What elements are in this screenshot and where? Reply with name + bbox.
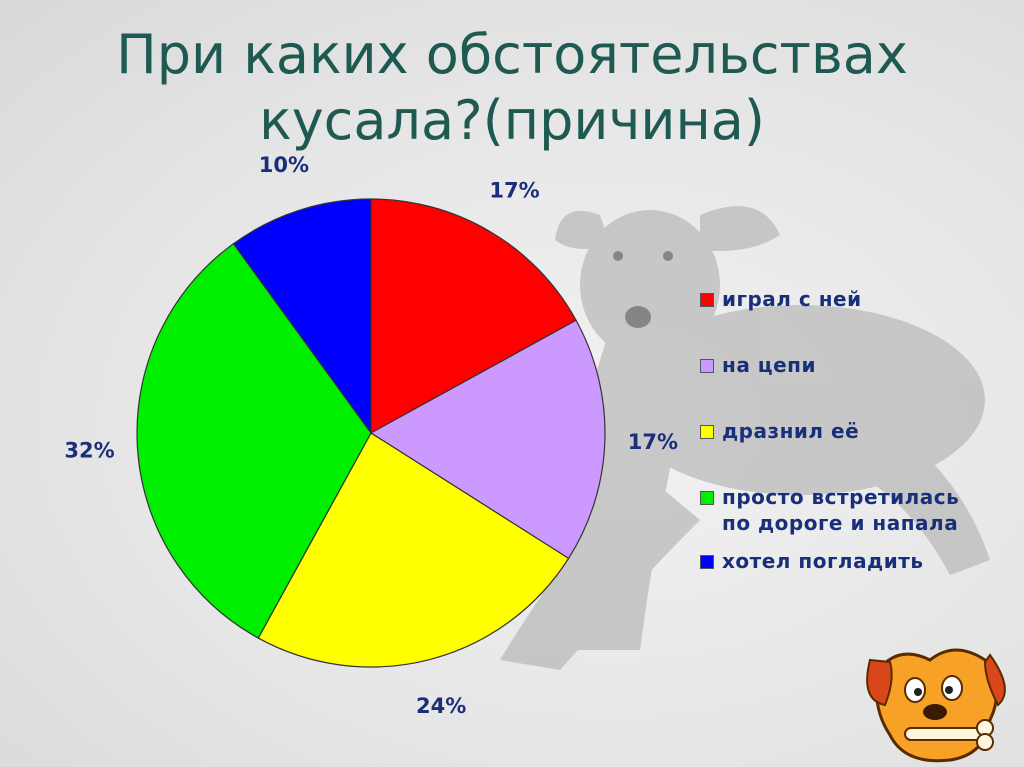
legend-label-1: играл с ней bbox=[722, 287, 862, 311]
cartoon-dog-logo bbox=[866, 648, 1006, 763]
legend-label-2: на цепи bbox=[722, 353, 816, 377]
pie-slice-5 bbox=[232, 198, 372, 435]
pie-label-3: 24% bbox=[416, 694, 466, 718]
pie-slice-3 bbox=[257, 432, 570, 668]
pie-slice-2 bbox=[369, 319, 606, 560]
legend-item-2: на цепи bbox=[700, 352, 816, 378]
legend-swatch-5 bbox=[700, 555, 714, 569]
legend-swatch-1 bbox=[700, 293, 714, 307]
legend-swatch-2 bbox=[700, 359, 714, 373]
pie-label-1: 17% bbox=[489, 178, 539, 202]
legend-item-3: дразнил её bbox=[700, 418, 859, 444]
legend-label-4: просто встретилась по дороге и напала bbox=[722, 485, 960, 535]
legend-label-5: хотел погладить bbox=[722, 549, 924, 573]
pie-label-2: 17% bbox=[628, 430, 678, 454]
legend-item-5: хотел погладить bbox=[700, 548, 923, 574]
legend-item-4: просто встретилась по дороге и напала bbox=[700, 484, 959, 536]
legend-swatch-4 bbox=[700, 491, 714, 505]
slide-title: При каких обстоятельствах кусала?(причин… bbox=[0, 22, 1024, 154]
title-line-2: кусала?(причина) bbox=[259, 89, 765, 152]
title-line-1: При каких обстоятельствах bbox=[116, 23, 908, 86]
legend-label-3: дразнил её bbox=[722, 419, 860, 443]
legend-item-1: играл с ней bbox=[700, 286, 862, 312]
pie-slice-4 bbox=[136, 242, 372, 639]
pie-slice-1 bbox=[370, 198, 577, 435]
pie-label-4: 32% bbox=[64, 439, 114, 463]
legend-swatch-3 bbox=[700, 425, 714, 439]
pie-label-5: 10% bbox=[259, 153, 309, 177]
